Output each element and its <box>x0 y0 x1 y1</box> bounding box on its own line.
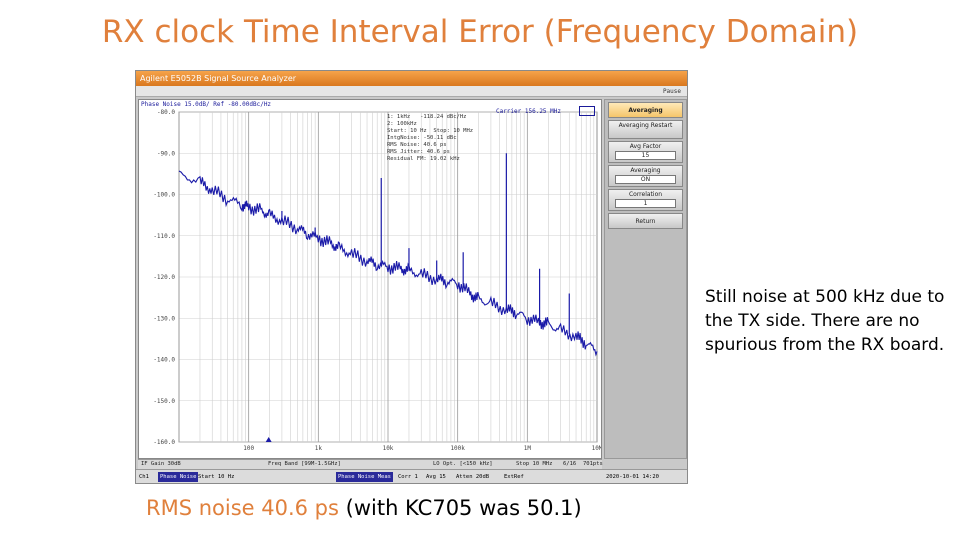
softkey-label: Averaging <box>628 107 663 114</box>
side-note: Still noise at 500 kHz due to the TX sid… <box>705 287 945 355</box>
analyzer-screenshot: Agilent E5052B Signal Source Analyzer Pa… <box>135 70 688 484</box>
frequency-info-bar: IF Gain 30dB Freq Band [99M-1.5GHz] LO O… <box>138 459 603 469</box>
marker-table-line: 1: 1kHz -118.24 dBc/Hz <box>387 114 467 120</box>
softkey-averaging-toggle[interactable]: Averaging ON <box>608 165 683 187</box>
softkey-label: Avg Factor <box>629 143 662 150</box>
ratio-label: 6/16 <box>563 461 577 467</box>
y-tick-label: -80.0 <box>157 109 175 116</box>
trace-status-icon <box>579 106 595 116</box>
y-tick-label: -110.0 <box>153 233 175 240</box>
marker-table-line: Residual FM: 19.02 kHz <box>387 156 460 162</box>
softkey-value: 1 <box>615 199 676 208</box>
softkey-label: Return <box>635 218 656 225</box>
lo-opt-label: LO Opt. [<150 kHz] <box>433 461 493 467</box>
softkey-label: Averaging <box>630 167 661 174</box>
softkey-correlation[interactable]: Correlation 1 <box>608 189 683 211</box>
status-meas-type[interactable]: Phase Noise <box>158 472 199 482</box>
status-meas-mode[interactable]: Phase Noise Meas <box>336 472 393 482</box>
status-start: Start 10 Hz <box>198 474 235 480</box>
x-tick-label: 10M <box>592 445 601 452</box>
status-bar: Ch1 Phase Noise Start 10 Hz Phase Noise … <box>136 469 687 483</box>
status-channel[interactable]: Ch1 <box>139 474 149 480</box>
x-tick-label: 100 <box>243 445 254 452</box>
phase-noise-plot-panel: -80.0 -90.0 -100.0 -110.0 -120.0 -130.0 -140.0… <box>138 99 602 459</box>
if-gain-label: IF Gain 30dB <box>141 461 181 467</box>
softkey-label: Correlation <box>628 191 663 198</box>
y-tick-label: -130.0 <box>153 315 175 322</box>
status-avg: Avg 15 <box>426 474 446 480</box>
softkey-panel: Averaging Averaging Restart Avg Factor 1… <box>604 99 687 459</box>
status-extref: ExtRef <box>504 474 524 480</box>
analyzer-menubar: Pause <box>136 86 687 97</box>
y-tick-label: -100.0 <box>153 192 175 199</box>
marker-table-line: 2: 100kHz <box>387 121 417 127</box>
rms-noise-caption: RMS noise 40.6 ps (with KC705 was 50.1) <box>146 496 582 520</box>
caption-comparison: (with KC705 was 50.1) <box>338 496 582 520</box>
status-atten: Atten 20dB <box>456 474 490 480</box>
phase-noise-plot: -80.0 -90.0 -100.0 -110.0 -120.0 -130.0 -140.0… <box>153 109 601 452</box>
status-datetime: 2020-10-01 14:20 <box>606 474 659 480</box>
x-tick-label: 1k <box>315 445 323 452</box>
marker-table-line: RMS Jitter: 40.6 ps <box>387 149 450 155</box>
y-tick-label: -150.0 <box>153 398 175 405</box>
softkey-avg-factor[interactable]: Avg Factor 15 <box>608 141 683 163</box>
pause-label[interactable]: Pause <box>662 88 681 95</box>
x-tick-label: 100k <box>450 445 465 452</box>
marker-table-line: RMS Noise: 40.6 ps <box>387 142 447 148</box>
trace-header: Phase Noise 15.0dB/ Ref -80.00dBc/Hz <box>141 101 272 108</box>
points-label: 701pts <box>583 461 603 467</box>
softkey-return[interactable]: Return <box>608 213 683 229</box>
softkey-averaging-title[interactable]: Averaging <box>608 102 683 118</box>
softkey-averaging-restart[interactable]: Averaging Restart <box>608 120 683 139</box>
phase-noise-trace <box>178 170 598 357</box>
softkey-value: ON <box>615 175 676 184</box>
rms-noise-value: RMS noise 40.6 ps <box>146 496 339 520</box>
slide-title: RX clock Time Interval Error (Frequency … <box>101 14 859 50</box>
marker-table-line: IntgNoise: -50.11 dBc <box>387 135 457 141</box>
carrier-readout: Carrier 156.25 MHz <box>495 108 561 115</box>
y-tick-label: -120.0 <box>153 274 175 281</box>
marker-triangle-icon <box>265 437 272 442</box>
marker-table-line: Start: 10 Hz Stop: 10 MHz <box>387 128 474 134</box>
softkey-label: Averaging Restart <box>618 122 673 129</box>
softkey-value: 15 <box>615 151 676 160</box>
y-tick-label: -160.0 <box>153 439 175 446</box>
y-tick-label: -90.0 <box>157 150 175 157</box>
x-tick-label: 1M <box>524 445 532 452</box>
freq-band-label: Freq Band [99M-1.5GHz] <box>268 461 341 467</box>
x-tick-label: 10k <box>383 445 394 452</box>
marker-table: 1: 1kHz -118.24 dBc/Hz 2: 100kHz Start: 10… <box>387 114 473 163</box>
status-corr: Corr 1 <box>398 474 418 480</box>
analyzer-titlebar: Agilent E5052B Signal Source Analyzer <box>136 71 687 86</box>
stop-frequency-label: Stop 10 MHz <box>516 461 553 467</box>
y-tick-label: -140.0 <box>153 357 175 364</box>
